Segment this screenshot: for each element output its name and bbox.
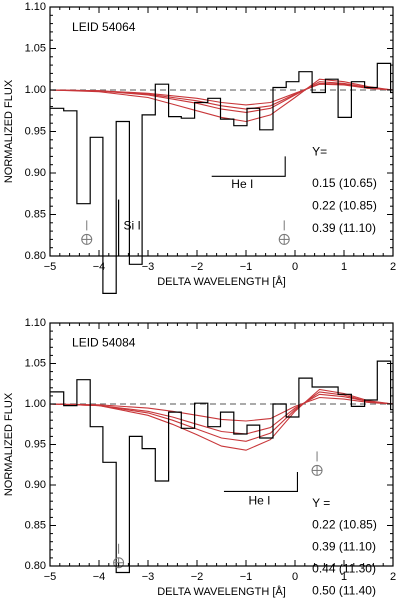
annotation-2: Y = [312,496,330,510]
y-tick-label: 0.85 [25,208,46,220]
x-tick-label: −1 [240,571,253,583]
annotation-1: He I [248,493,270,507]
x-tick-label: 0 [292,571,298,583]
model-curve-2 [49,81,394,113]
annotation-6: 0.50 (11.40) [312,583,376,597]
x-axis-label: DELTA WAVELENGTH [Å] [157,585,286,598]
y-axis-label: NORMALIZED FLUX [3,392,15,496]
y-tick-label: 1.10 [25,317,46,329]
y-axis-label: NORMALIZED FLUX [3,79,15,183]
x-tick-label: 1 [341,261,347,273]
x-tick-label: −2 [191,261,204,273]
earth-symbol-icon [278,220,290,245]
y-tick-label: 0.95 [25,438,46,450]
x-tick-label: 0 [292,261,298,273]
x-tick-label: −2 [191,571,204,583]
x-tick-label: −5 [44,571,57,583]
annotation-3: Y= [312,144,327,158]
panel-1: LEID 54064 Si I He I Y= 0.15 (10.65) 0.22 (10… [3,1,396,294]
y-tick-label: 1.00 [25,84,46,96]
annotation-2: He I [231,177,253,191]
he-line-bracket [211,156,286,177]
x-tick-label: −4 [93,571,106,583]
annotation-6: 0.39 (11.10) [312,221,376,235]
model-curve-3 [49,78,394,123]
model-curve-1 [49,396,394,422]
x-tick-label: 2 [390,571,396,583]
annotation-1: Si I [124,218,141,232]
y-tick-label: 1.05 [25,357,46,369]
annotation-3: 0.22 (10.85) [312,518,377,532]
model-curve-3 [49,391,394,442]
observed-spectrum [50,360,393,574]
annotation-5: 0.22 (10.85) [312,198,377,212]
y-tick-label: 1.10 [25,1,46,13]
model-curve-2 [49,393,394,435]
x-tick-label: 2 [390,261,396,273]
model-curve-1 [49,83,394,106]
y-tick-label: 0.90 [25,479,46,491]
earth-symbol-icon [81,220,93,245]
y-tick-label: 1.00 [25,398,46,410]
x-tick-label: −3 [142,571,155,583]
x-tick-label: −5 [44,261,57,273]
model-curve-4 [49,388,394,451]
model-curve-4 [49,82,394,110]
y-tick-label: 0.80 [25,560,46,572]
plot-frame [49,6,394,257]
x-tick-label: −3 [142,261,155,273]
annotation-0: LEID 54064 [72,20,136,34]
annotation-4: 0.39 (11.10) [312,540,376,554]
annotation-4: 0.15 (10.65) [312,176,377,190]
y-tick-label: 0.90 [25,167,46,179]
x-tick-label: 1 [341,571,347,583]
x-tick-label: −1 [240,261,253,273]
observed-spectrum [50,62,393,294]
annotation-5: 0.44 (11.30) [312,561,376,575]
earth-symbol-icon [311,451,323,476]
x-axis-label: DELTA WAVELENGTH [Å] [157,275,286,288]
y-tick-label: 0.80 [25,250,46,262]
panel-2: LEID 54084 He I Y = 0.22 (10.85) 0.39 (11.10… [3,317,396,598]
annotation-0: LEID 54084 [72,335,136,349]
y-tick-label: 0.85 [25,519,46,531]
he-line-bracket [223,472,298,493]
y-tick-label: 1.05 [25,42,46,54]
y-tick-label: 0.95 [25,125,46,137]
x-tick-label: −4 [93,261,106,273]
